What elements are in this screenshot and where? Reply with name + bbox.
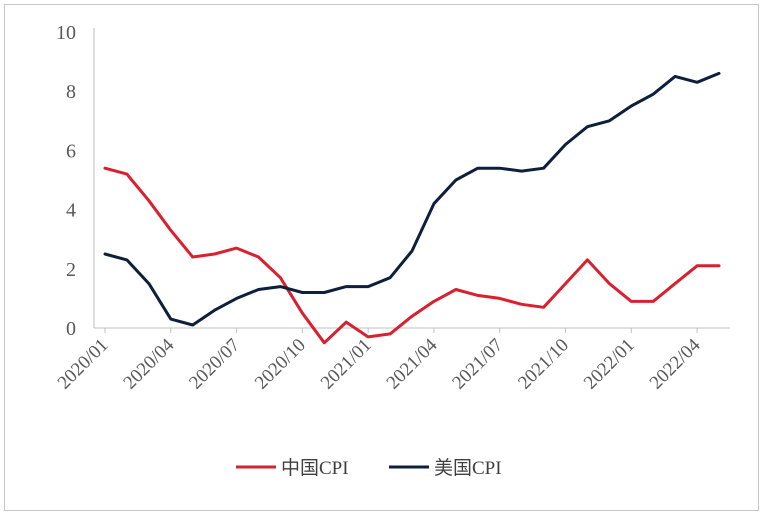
y-axis-tick-labels: 0 2 4 6 8 10 — [56, 22, 76, 340]
x-tick-label: 2021/04 — [383, 334, 442, 393]
y-tick-label: 4 — [66, 200, 76, 222]
y-tick-label: 6 — [66, 140, 76, 162]
chart-frame — [4, 4, 759, 511]
legend: 中国CPI 美国CPI — [236, 457, 502, 479]
y-tick-label: 0 — [66, 318, 76, 340]
series-line-1 — [103, 71, 721, 327]
x-tick-label: 2022/01 — [580, 335, 639, 394]
legend-label-0: 中国CPI — [281, 457, 349, 479]
x-tick-label: 2021/10 — [514, 335, 573, 394]
x-tick-label: 2022/04 — [646, 334, 705, 393]
y-tick-label: 10 — [56, 22, 76, 44]
x-axis-tick-labels: 2020/01 2020/04 2020/07 2020/10 2021/01 2021/… — [54, 334, 705, 393]
legend-label-1: 美国CPI — [434, 457, 502, 479]
x-tick-label: 2020/10 — [251, 335, 310, 394]
y-tick-label: 8 — [66, 81, 76, 103]
x-tick-label: 2020/04 — [119, 334, 178, 393]
x-tick-label: 2021/07 — [448, 335, 507, 394]
x-tick-label: 2020/07 — [185, 335, 244, 394]
y-tick-label: 2 — [66, 259, 76, 281]
x-tick-label: 2020/01 — [54, 335, 113, 394]
axes — [93, 28, 730, 333]
series-lines — [103, 71, 721, 345]
series-line-0 — [103, 166, 721, 345]
